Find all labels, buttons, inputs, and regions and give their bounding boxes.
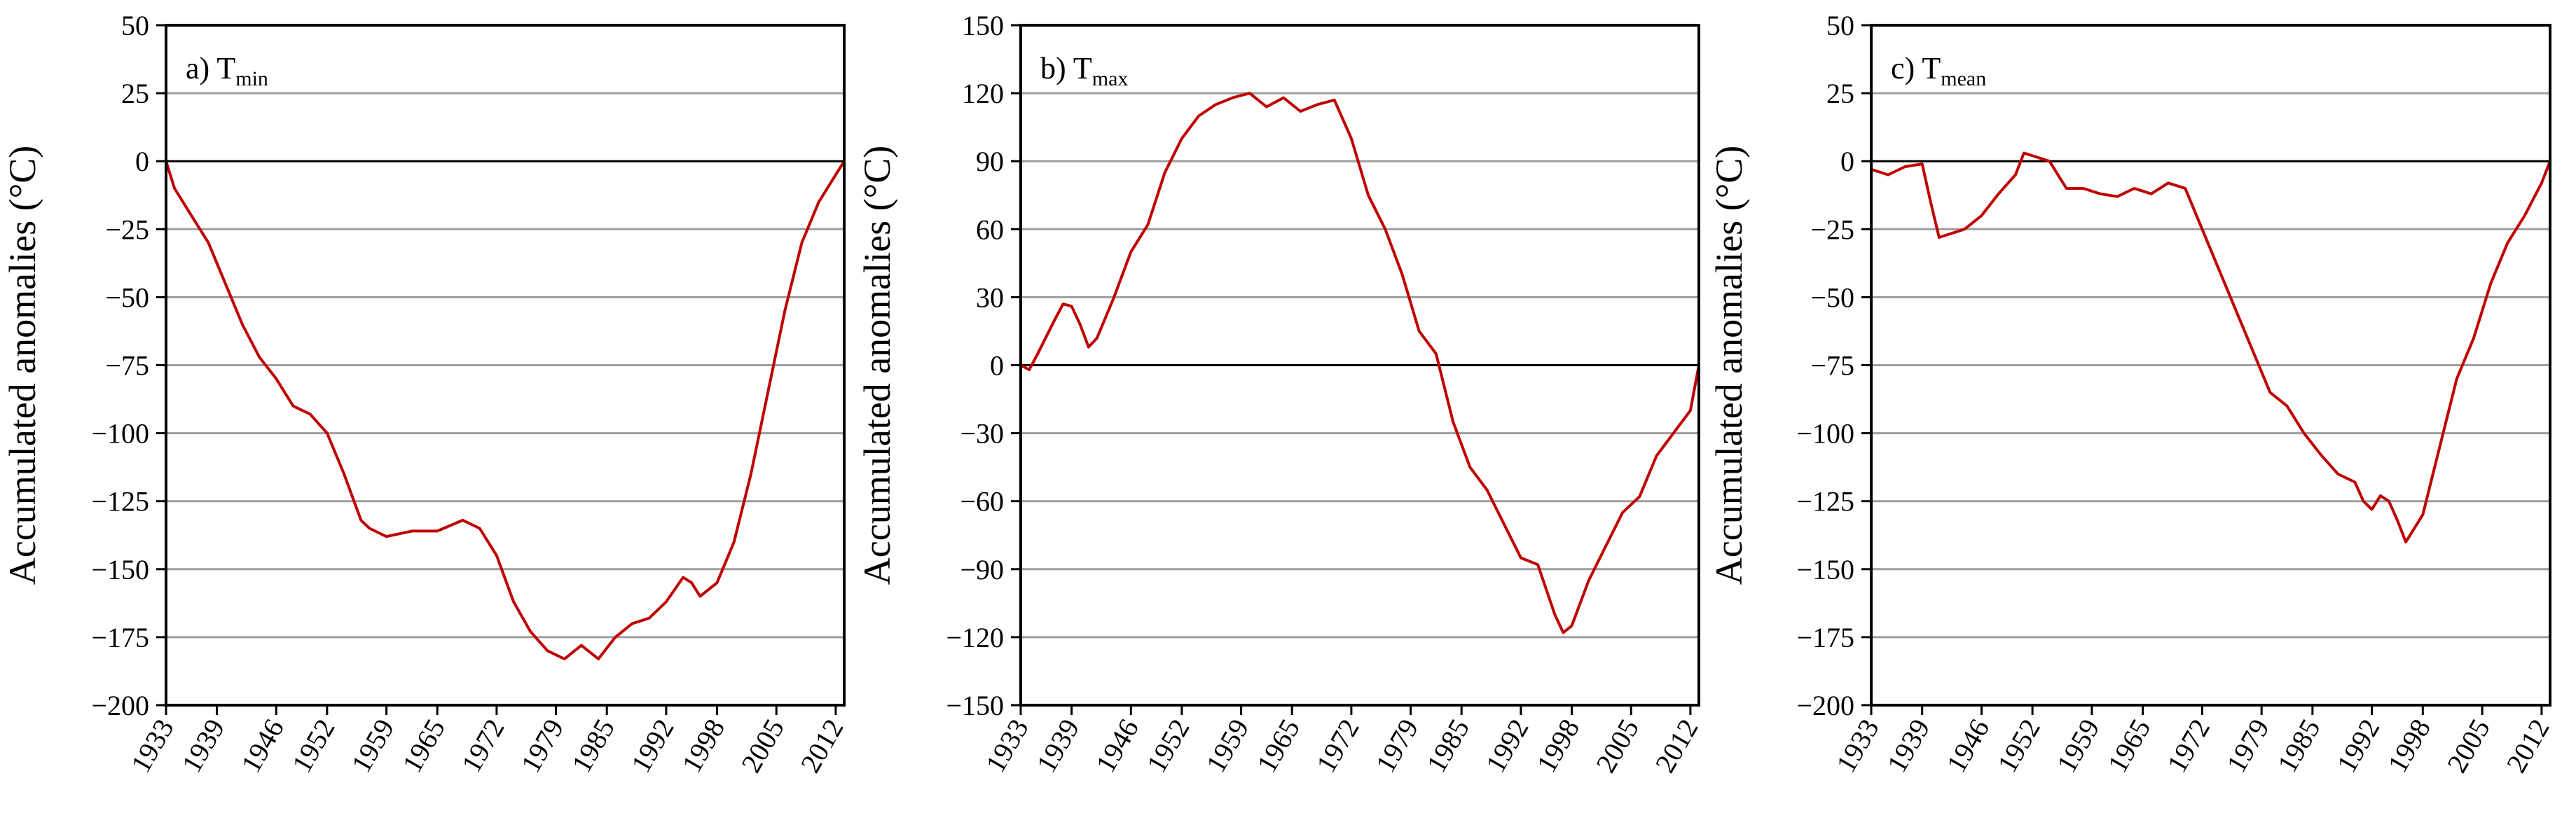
x-tick-label: 1979	[2220, 714, 2275, 778]
x-tick-label: 1985	[1420, 714, 1475, 778]
y-tick-label: −90	[960, 554, 1004, 585]
x-tick-label: 1933	[979, 714, 1035, 778]
y-tick-label: 30	[976, 282, 1004, 313]
y-tick-label: −125	[91, 486, 149, 517]
x-tick-label: 1985	[2271, 714, 2327, 778]
data-series-line	[1020, 92, 1700, 634]
x-tick-label: 1959	[345, 714, 400, 778]
y-tick-label: −60	[960, 486, 1004, 517]
x-tick-label: 1952	[1991, 714, 2046, 778]
x-tick-label: 1979	[514, 714, 570, 778]
y-tick-label: −25	[1810, 214, 1854, 245]
x-tick-label: 1952	[286, 714, 341, 778]
y-tick-label: 0	[135, 146, 149, 177]
x-tick-label: 1965	[1251, 714, 1306, 778]
x-tick-label: 2012	[1649, 714, 1704, 778]
x-tick-label: 1933	[1830, 714, 1885, 778]
y-tick-label: −100	[1796, 418, 1854, 450]
panel-label: a) Tmin	[186, 51, 268, 90]
plot-frame	[1870, 24, 2551, 707]
y-tick-label: 50	[1826, 10, 1854, 41]
x-tick-label: 1946	[1940, 714, 1995, 778]
x-tick-label: 1998	[2381, 714, 2437, 778]
x-tick-label: 1939	[1880, 714, 1936, 778]
panel-label-subscript: max	[1092, 67, 1129, 90]
y-axis-label: Accumulated anomalies (°C)	[1, 146, 43, 585]
x-tick-label: 1972	[2161, 714, 2216, 778]
x-tick-label: 2005	[735, 714, 790, 778]
panel-label-subscript: mean	[1941, 67, 1986, 90]
x-tick-label: 2005	[2441, 714, 2496, 778]
x-tick-label: 1959	[1199, 714, 1255, 778]
y-axis-label: Accumulated anomalies (°C)	[1708, 146, 1750, 585]
y-tick-label: −125	[1796, 486, 1854, 517]
y-tick-label: 0	[990, 350, 1004, 382]
x-tick-label: 1952	[1141, 714, 1196, 778]
y-tick-label: 25	[1826, 78, 1854, 109]
x-tick-label: 1998	[1530, 714, 1585, 778]
y-tick-label: −200	[1796, 690, 1854, 721]
data-series-line	[1871, 151, 2551, 543]
y-tick-label: 150	[962, 10, 1004, 41]
x-tick-label: 2005	[1590, 714, 1645, 778]
y-tick-label: −150	[1796, 554, 1854, 585]
x-tick-label: 1959	[2051, 714, 2106, 778]
y-tick-label: −150	[946, 690, 1004, 721]
plot-frame	[165, 24, 846, 707]
y-tick-label: 90	[976, 146, 1004, 177]
y-axis-label: Accumulated anomalies (°C)	[856, 146, 898, 585]
y-tick-label: −25	[105, 214, 149, 245]
panel-label-main: b) T	[1040, 51, 1092, 85]
y-tick-label: −200	[91, 690, 149, 721]
y-tick-label: −50	[105, 282, 149, 313]
y-tick-label: −50	[1810, 282, 1854, 313]
y-tick-label: 60	[976, 214, 1004, 245]
y-tick-label: −75	[1810, 350, 1854, 382]
plot-frame	[1019, 24, 1700, 707]
y-tick-label: −30	[960, 418, 1004, 450]
x-tick-label: 1998	[675, 714, 731, 778]
x-tick-label: 1992	[625, 714, 680, 778]
x-tick-label: 1965	[2101, 714, 2156, 778]
x-tick-label: 1972	[1310, 714, 1365, 778]
panel-label-subscript: min	[235, 67, 268, 90]
x-tick-label: 1939	[175, 714, 230, 778]
chart-panel-3: 50250−25−50−75−100−125−150−175−200193319…	[1708, 10, 2556, 778]
y-tick-label: 25	[121, 78, 149, 109]
y-tick-label: 50	[121, 10, 149, 41]
x-tick-label: 1946	[235, 714, 290, 778]
x-tick-label: 1972	[455, 714, 511, 778]
y-tick-label: −75	[105, 350, 149, 382]
y-tick-label: 120	[962, 78, 1004, 109]
x-tick-label: 2012	[794, 714, 850, 778]
y-tick-label: −150	[91, 554, 149, 585]
x-tick-label: 1933	[125, 714, 180, 778]
x-tick-label: 1979	[1369, 714, 1424, 778]
panel-label: b) Tmax	[1040, 51, 1128, 90]
y-tick-label: 0	[1840, 146, 1854, 177]
panel-label: c) Tmean	[1891, 51, 1986, 90]
x-tick-label: 1985	[565, 714, 621, 778]
x-tick-label: 1965	[396, 714, 451, 778]
y-tick-label: −120	[946, 622, 1004, 653]
y-tick-label: −175	[1796, 622, 1854, 653]
panel-label-main: c) T	[1891, 51, 1941, 85]
x-tick-label: 1939	[1030, 714, 1085, 778]
chart-panel-1: 50250−25−50−75−100−125−150−175−200193319…	[1, 10, 850, 778]
x-tick-label: 1946	[1089, 714, 1145, 778]
x-tick-label: 1992	[2330, 714, 2385, 778]
y-tick-label: −175	[91, 622, 149, 653]
x-tick-label: 1992	[1480, 714, 1535, 778]
x-tick-label: 2012	[2500, 714, 2556, 778]
panel-label-main: a) T	[186, 51, 235, 85]
y-tick-label: −100	[91, 418, 149, 450]
data-series-line	[165, 160, 846, 660]
